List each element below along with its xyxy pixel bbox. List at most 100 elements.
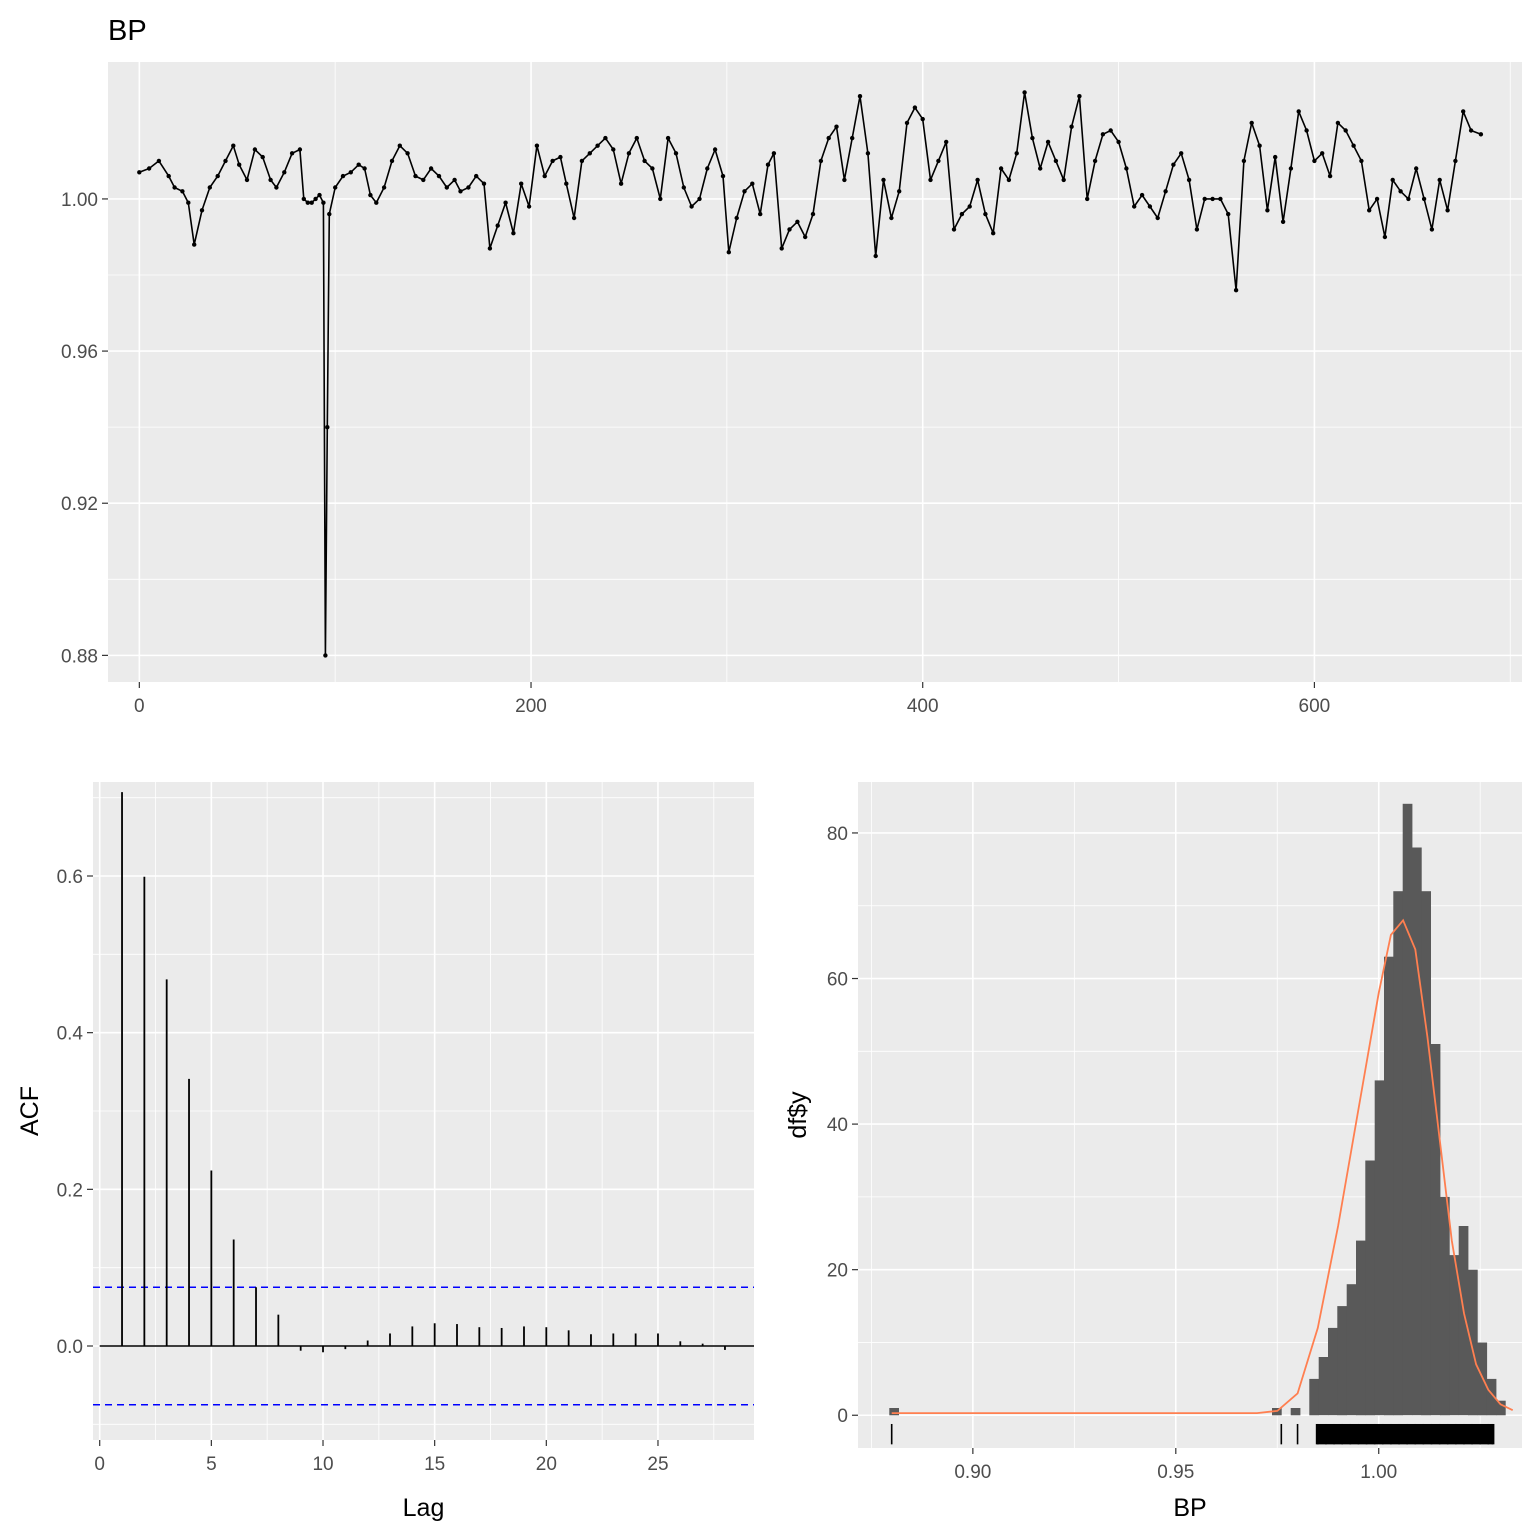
ts-data-point bbox=[356, 162, 361, 167]
ts-data-point bbox=[260, 154, 265, 160]
ts-data-point bbox=[1100, 132, 1106, 137]
ts-data-point bbox=[413, 173, 418, 179]
ts-data-point bbox=[689, 204, 694, 209]
ts-data-point bbox=[282, 170, 287, 175]
histogram-bar bbox=[889, 1408, 899, 1416]
histogram-bar bbox=[1468, 1269, 1478, 1416]
ts-series-line bbox=[139, 91, 1482, 657]
hist-y-tick-label: 40 bbox=[827, 1115, 848, 1136]
ts-data-point bbox=[959, 211, 965, 217]
ts-data-point bbox=[526, 204, 532, 209]
ts-data-point bbox=[340, 173, 346, 179]
ts-data-point bbox=[1320, 151, 1325, 156]
ts-data-point bbox=[1257, 143, 1262, 148]
histogram-bar bbox=[1346, 1284, 1357, 1416]
ts-data-point bbox=[558, 154, 563, 160]
ts-data-point bbox=[534, 143, 540, 148]
ts-data-point bbox=[1124, 166, 1129, 171]
ts-data-point bbox=[244, 177, 250, 183]
ts-data-point bbox=[634, 135, 639, 141]
ts-data-point bbox=[186, 200, 191, 205]
ts-data-point bbox=[474, 173, 479, 179]
hist-y-axis-title: df$y bbox=[784, 1091, 812, 1139]
ts-data-point bbox=[458, 189, 463, 194]
ts-data-point bbox=[1359, 158, 1364, 164]
ts-data-point bbox=[720, 173, 726, 179]
ts-data-point bbox=[325, 425, 330, 430]
histogram-bar bbox=[1290, 1408, 1301, 1416]
ts-data-point bbox=[368, 192, 373, 198]
ts-data-point bbox=[466, 185, 471, 190]
histogram-bar bbox=[1430, 1044, 1441, 1416]
acf-x-tick-label: 15 bbox=[424, 1454, 445, 1475]
ts-data-point bbox=[374, 200, 379, 205]
ts-data-point bbox=[1022, 90, 1027, 95]
ts-data-point bbox=[231, 143, 236, 148]
histogram-bar bbox=[1440, 1196, 1450, 1416]
ts-data-point bbox=[444, 185, 449, 190]
ts-data-point bbox=[1478, 132, 1484, 137]
ts-data-point bbox=[803, 234, 808, 240]
ts-data-point bbox=[333, 185, 338, 190]
ts-data-point bbox=[1382, 234, 1388, 240]
histogram-bar bbox=[1309, 1378, 1319, 1416]
ts-data-point bbox=[550, 158, 555, 164]
ts-data-point bbox=[1077, 94, 1082, 99]
ts-data-point bbox=[1351, 143, 1356, 148]
ts-data-point bbox=[317, 192, 322, 198]
ts-data-point bbox=[389, 158, 395, 164]
time-series-plot: BP 0.88 0.92 0.96 1.00 0 200 400 600 bbox=[61, 15, 1522, 717]
ts-data-point bbox=[1218, 196, 1223, 202]
acf-y-tick-label: 0.2 bbox=[57, 1180, 83, 1201]
ts-data-point bbox=[215, 173, 220, 179]
ts-data-point bbox=[1045, 139, 1051, 145]
ts-data-point bbox=[850, 135, 855, 141]
ts-data-point bbox=[1280, 219, 1286, 224]
ts-data-point bbox=[1421, 196, 1427, 202]
ts-data-point bbox=[951, 227, 957, 232]
ts-data-point bbox=[146, 166, 152, 171]
ts-data-point bbox=[252, 147, 258, 152]
ts-data-point bbox=[857, 94, 863, 99]
ts-data-point bbox=[1194, 227, 1200, 232]
histogram-bar bbox=[1421, 891, 1431, 1416]
histogram-bar bbox=[1486, 1378, 1497, 1416]
ts-data-point bbox=[323, 653, 328, 658]
ts-data-point bbox=[1147, 204, 1153, 209]
ts-data-point bbox=[765, 162, 771, 167]
ts-data-point bbox=[1155, 215, 1160, 221]
ts-data-point bbox=[1069, 124, 1074, 129]
ts-data-point bbox=[1179, 151, 1184, 156]
ts-data-point bbox=[1226, 211, 1231, 217]
hist-y-tick-label: 80 bbox=[827, 824, 848, 845]
ts-data-point bbox=[873, 253, 878, 259]
ts-data-point bbox=[405, 151, 410, 156]
histogram-bar bbox=[1337, 1306, 1347, 1416]
ts-data-point bbox=[712, 147, 718, 152]
ts-data-point bbox=[1014, 151, 1019, 156]
hist-y-tick-label: 20 bbox=[827, 1261, 848, 1282]
ts-x-tick-label: 200 bbox=[515, 696, 547, 717]
ts-data-point bbox=[1374, 196, 1380, 202]
histogram-bar bbox=[1458, 1226, 1469, 1416]
ts-data-point bbox=[944, 139, 949, 145]
ts-data-point bbox=[481, 181, 487, 186]
hist-x-axis-title: BP bbox=[1173, 1494, 1206, 1522]
ts-data-point bbox=[904, 120, 910, 126]
histogram-bar bbox=[1402, 803, 1413, 1416]
ts-data-point bbox=[991, 231, 996, 236]
ts-data-point bbox=[1461, 109, 1466, 114]
ts-data-point bbox=[897, 189, 902, 194]
ts-data-point bbox=[1053, 158, 1059, 164]
ts-y-tick-label: 0.96 bbox=[61, 342, 98, 363]
ts-data-point bbox=[1398, 189, 1403, 194]
ts-data-point bbox=[309, 200, 314, 205]
ts-data-point bbox=[618, 181, 624, 186]
ts-data-point bbox=[1453, 158, 1458, 164]
histogram-bar bbox=[1318, 1357, 1329, 1416]
ts-data-point bbox=[603, 135, 608, 141]
ts-data-point bbox=[1186, 177, 1192, 183]
ts-data-point bbox=[571, 215, 577, 221]
ts-data-point bbox=[192, 242, 197, 247]
